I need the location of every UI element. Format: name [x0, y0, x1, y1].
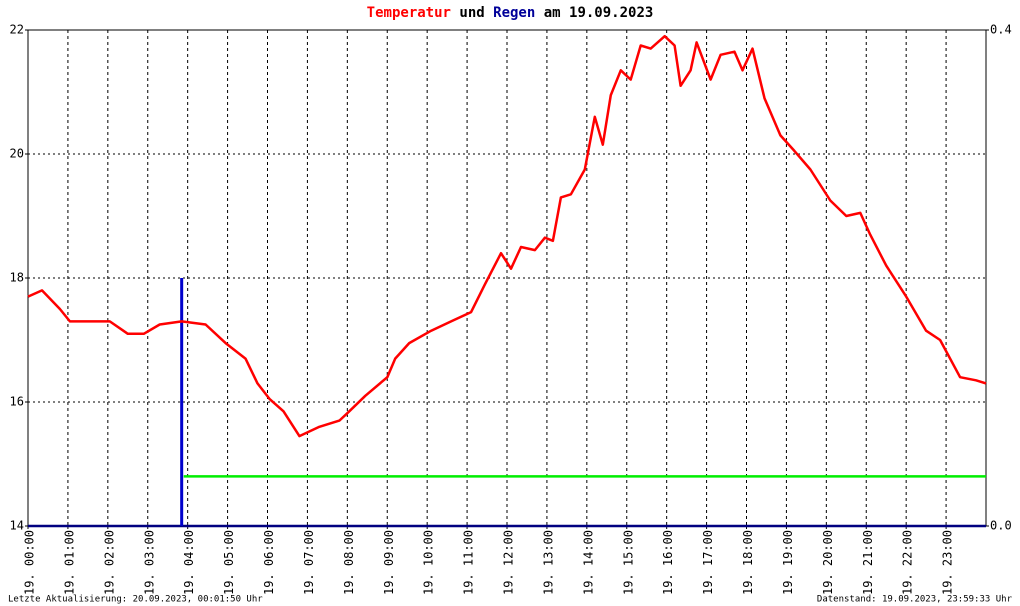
x-tick-label: 19. 20:00 [821, 530, 835, 595]
y2-tick-label: 0.4 [990, 23, 1012, 37]
x-tick-label: 19. 13:00 [541, 530, 555, 595]
title-suffix: am 19.09.2023 [544, 5, 654, 21]
x-tick-label: 19. 11:00 [462, 530, 476, 595]
x-tick-label: 19. 15:00 [621, 530, 635, 595]
x-tick-label: 19. 09:00 [382, 530, 396, 595]
x-tick-label: 19. 22:00 [901, 530, 915, 595]
x-tick-label: 19. 21:00 [861, 530, 875, 595]
title-series: Temperatur [367, 5, 451, 21]
x-tick-label: 19. 02:00 [102, 530, 116, 595]
y-tick-label: 18 [10, 271, 24, 285]
x-tick-label: 19. 07:00 [302, 530, 316, 595]
x-tick-label: 19. 00:00 [23, 530, 37, 595]
x-tick-label: 19. 04:00 [182, 530, 196, 595]
x-tick-label: 19. 14:00 [581, 530, 595, 595]
title-join: und [459, 5, 484, 21]
bar [180, 278, 184, 526]
x-tick-label: 19. 08:00 [342, 530, 356, 595]
data-line [27, 34, 987, 438]
x-tick-label: 19. 10:00 [422, 530, 436, 595]
footer-left: Letzte Aktualisierung: 20.09.2023, 00:01… [8, 595, 263, 605]
x-tick-label: 19. 17:00 [701, 530, 715, 595]
x-tick-label: 19. 01:00 [62, 530, 76, 595]
x-tick-label: 19. 06:00 [262, 530, 276, 595]
x-tick-label: 19. 05:00 [222, 530, 236, 595]
title-series: Regen [493, 5, 535, 21]
footer-right: Datenstand: 19.09.2023, 23:59:33 Uhr [817, 595, 1013, 605]
y-tick-label: 14 [10, 519, 24, 533]
x-tick-label: 19. 18:00 [741, 530, 755, 595]
x-tick-label: 19. 19:00 [781, 530, 795, 595]
x-tick-label: 19. 03:00 [142, 530, 156, 595]
y-tick-label: 16 [10, 395, 24, 409]
x-tick-label: 19. 23:00 [941, 530, 955, 595]
y-tick-label: 20 [10, 147, 24, 161]
y2-tick-label: 0.0 [990, 519, 1012, 533]
x-tick-label: 19. 16:00 [661, 530, 675, 595]
chart-title: Temperatur und Regen am 19.09.2023 [367, 5, 654, 21]
x-tick-label: 19. 12:00 [502, 530, 516, 595]
y-tick-label: 22 [10, 23, 24, 37]
